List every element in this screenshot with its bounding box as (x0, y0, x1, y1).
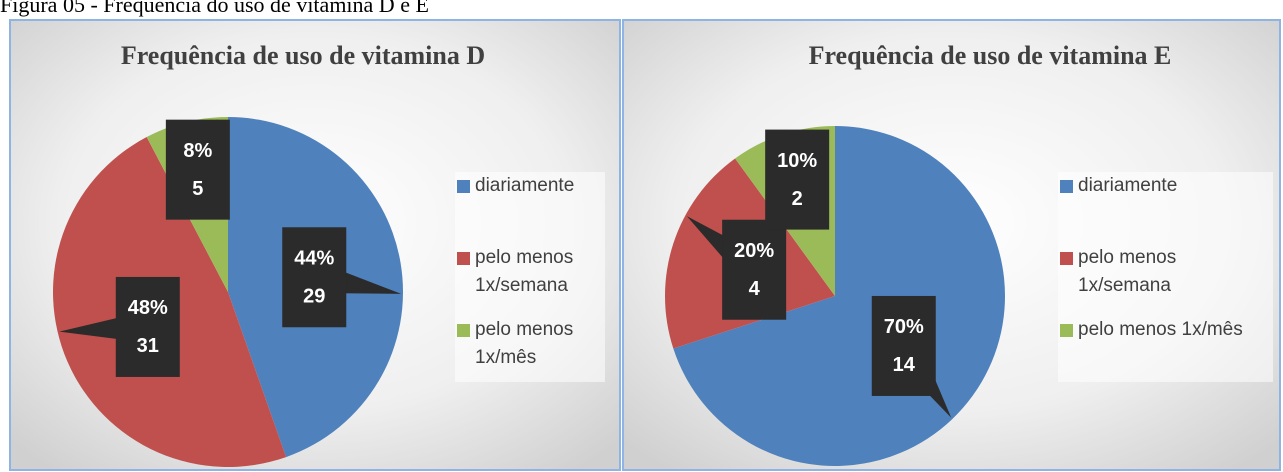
legend-label: diariamente (1078, 175, 1178, 196)
legend-item: diariamente (455, 172, 605, 200)
legend-swatch (1060, 252, 1073, 265)
legend-swatch (457, 180, 470, 193)
callout-box (722, 219, 787, 320)
legend-swatch (1060, 324, 1073, 337)
data-label-percent: 70% (884, 316, 924, 338)
legend-label: diariamente (475, 175, 575, 196)
data-label-count: 29 (303, 286, 325, 308)
data-label-count: 4 (749, 278, 761, 300)
data-label-percent: 10% (777, 150, 817, 172)
callout-box (282, 227, 347, 328)
legend-item: pelo menos 1x/mês (455, 316, 605, 372)
legend: diariamente pelo menos 1x/semana pelo meno… (455, 172, 605, 382)
legend-item: pelo menos 1x/semana (455, 244, 605, 300)
legend-label: pelo menos 1x/semana (475, 247, 574, 296)
legend: diariamente pelo menos 1x/semana pelo meno… (1058, 172, 1273, 382)
legend-item: pelo menos 1x/mês (1058, 316, 1273, 344)
data-label-percent: 44% (294, 248, 334, 270)
chart-title: Frequência de uso de vitamina E (809, 41, 1172, 70)
callout-box (115, 276, 180, 377)
legend-item: diariamente (1058, 172, 1273, 200)
legend-label: pelo menos 1x/mês (475, 319, 574, 368)
legend-swatch (457, 324, 470, 337)
legend-item: pelo menos 1x/semana (1058, 244, 1273, 300)
callout-box (765, 129, 830, 230)
legend-label: pelo menos 1x/mês (1078, 319, 1243, 340)
data-label-count: 14 (893, 354, 916, 376)
callout-box (871, 295, 936, 396)
data-label-count: 5 (192, 178, 203, 200)
legend-label: pelo menos 1x/semana (1078, 247, 1177, 296)
legend-swatch (457, 252, 470, 265)
data-label-percent: 48% (128, 297, 168, 319)
callout-box (165, 119, 230, 220)
legend-swatch (1060, 180, 1073, 193)
data-label-count: 2 (792, 188, 803, 210)
figure-caption: Figura 05 - Frequência do uso de vitamin… (0, 0, 429, 17)
data-label-count: 31 (137, 335, 159, 357)
chart-title: Frequência de uso de vitamina D (121, 41, 485, 70)
data-label-percent: 8% (183, 140, 212, 162)
data-label-percent: 20% (734, 240, 774, 262)
